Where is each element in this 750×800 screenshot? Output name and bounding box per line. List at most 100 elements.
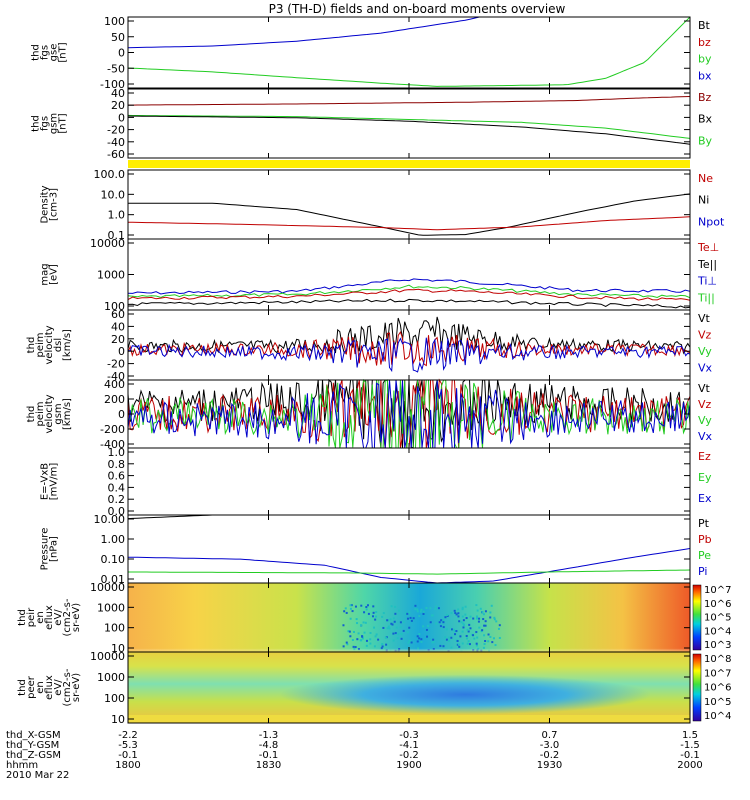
footer-label: thd_X-GSM [6, 730, 61, 741]
series-Bx-line [127, 115, 691, 145]
y-tick-label: 1000 [97, 269, 125, 282]
legend-Vt: Vt [698, 312, 711, 325]
y-axis-label: (cm2-s- [62, 598, 73, 636]
y-axis-label: thd [17, 679, 28, 696]
legend-bx: bx [698, 69, 712, 82]
y-axis-label: [km/s] [62, 329, 73, 361]
footer-label: thd_Y-GSM [6, 740, 59, 751]
footer-label: 2010 Mar 22 [6, 770, 69, 781]
y-tick-label: 1.0 [108, 209, 126, 222]
y-tick-label: 10000 [90, 581, 125, 594]
figure-title: P3 (TH-D) fields and on-board moments ov… [269, 2, 566, 16]
footer-label: hhmm [6, 760, 38, 771]
legend-Ne: Ne [698, 172, 713, 185]
series-Ti⊥-line [127, 278, 691, 295]
legend-Ey: Ey [698, 471, 712, 484]
y-tick-label: 100 [104, 300, 125, 313]
y-axis-label: gsm [53, 403, 64, 424]
y-axis-label: thd [26, 337, 37, 354]
panel-efield: 1.00.80.60.40.20.0 E=-VxB[mV/m] Ez Ey Ex [40, 446, 712, 518]
y-tick-label: -20 [107, 124, 125, 137]
y-tick-label: 0 [118, 47, 125, 60]
y-tick-label: 100 [104, 622, 125, 635]
y-axis-label: E=-VxB [40, 463, 51, 500]
y-axis-label: eV/ [53, 679, 64, 696]
y-axis-label: eV/ [53, 609, 64, 626]
y-tick-label: -200 [100, 423, 125, 436]
legend-Ti⊥: Ti⊥ [697, 275, 717, 288]
y-tick-label: -60 [107, 148, 125, 161]
y-axis-label: eflux [44, 675, 55, 700]
series-Te||-line [127, 298, 691, 309]
colorbar-label: 10^4 [704, 711, 731, 722]
y-tick-label: 0.1 [108, 229, 126, 242]
y-axis-label: peim [35, 332, 46, 357]
colorbar-label: 10^7 [704, 585, 731, 596]
series-by-line [127, 16, 691, 87]
colorbar-label: 10^3 [704, 640, 731, 651]
y-axis-label: en [35, 611, 46, 624]
legend-Vx: Vx [698, 362, 713, 375]
y-tick-label: 40 [111, 87, 125, 100]
footer-value: -4.1 [399, 740, 419, 751]
y-tick-label: 0 [118, 345, 125, 358]
y-tick-label: -40 [107, 370, 125, 383]
colorbar-label: 10^8 [704, 654, 731, 665]
colorbar-label: 10^6 [704, 683, 731, 694]
y-axis-label: [nPa] [49, 536, 60, 562]
y-axis-label: peer [26, 675, 37, 699]
footer-value: -0.2 [399, 750, 419, 761]
colorbar-label: 10^6 [704, 599, 731, 610]
y-tick-label: 100 [104, 15, 125, 28]
y-tick-label: 20 [111, 99, 125, 112]
footer-value: -0.1 [118, 750, 138, 761]
legend-Vx: Vx [698, 430, 713, 443]
y-tick-label: 0.2 [108, 493, 126, 506]
y-axis-label: velocity [44, 394, 55, 433]
y-tick-label: 0.6 [108, 470, 126, 483]
y-tick-label: 10000 [90, 237, 125, 250]
y-tick-label: -400 [100, 438, 125, 451]
legend-Te||: Te|| [697, 258, 717, 271]
footer-value: -5.3 [118, 740, 138, 751]
series-Te⊥-line [127, 288, 691, 301]
legend-Te⊥: Te⊥ [697, 241, 719, 254]
spectrogram-shade [128, 583, 690, 652]
series-Pt-line [127, 514, 381, 520]
footer-value: -4.8 [259, 740, 279, 751]
y-axis-label: [nT] [58, 42, 69, 62]
y-tick-label: 1.00 [101, 533, 126, 546]
series-Ne-line [127, 216, 691, 231]
y-axis-label: [nT] [58, 113, 69, 133]
legend-Bx: Bx [698, 113, 713, 126]
y-axis-label: eflux [44, 605, 55, 630]
legend-Vz: Vz [698, 398, 712, 411]
y-tick-label: 200 [104, 393, 125, 406]
footer-label: thd_Z-GSM [6, 750, 61, 761]
panel-peer-eflux: 10000 1000 100 10 thdpeerenefluxeV/(cm2-s-sr… [17, 650, 731, 726]
footer-value: -2.2 [118, 730, 138, 741]
legend-By: By [698, 134, 713, 147]
series-Ni-line [128, 193, 691, 236]
y-tick-label: 1000 [97, 601, 125, 614]
series-Ti||-line [127, 284, 691, 299]
x-tick-label: 2000 [677, 760, 702, 771]
y-axis-label: sr-eV) [71, 673, 82, 702]
legend-Pt: Pt [698, 517, 710, 530]
footer-value: -1.5 [680, 740, 700, 751]
legend-Vz: Vz [698, 329, 712, 342]
y-axis-label: en [35, 681, 46, 694]
y-axis-label: thd [26, 406, 37, 423]
x-tick-label: 1830 [256, 760, 281, 771]
y-axis-label: gse [49, 44, 60, 62]
series-By-line [127, 114, 691, 139]
y-tick-label: 10000 [90, 650, 125, 663]
legend-Vy: Vy [698, 414, 712, 427]
series-Vx-line [127, 337, 691, 373]
y-axis-label: velocity [44, 325, 55, 364]
